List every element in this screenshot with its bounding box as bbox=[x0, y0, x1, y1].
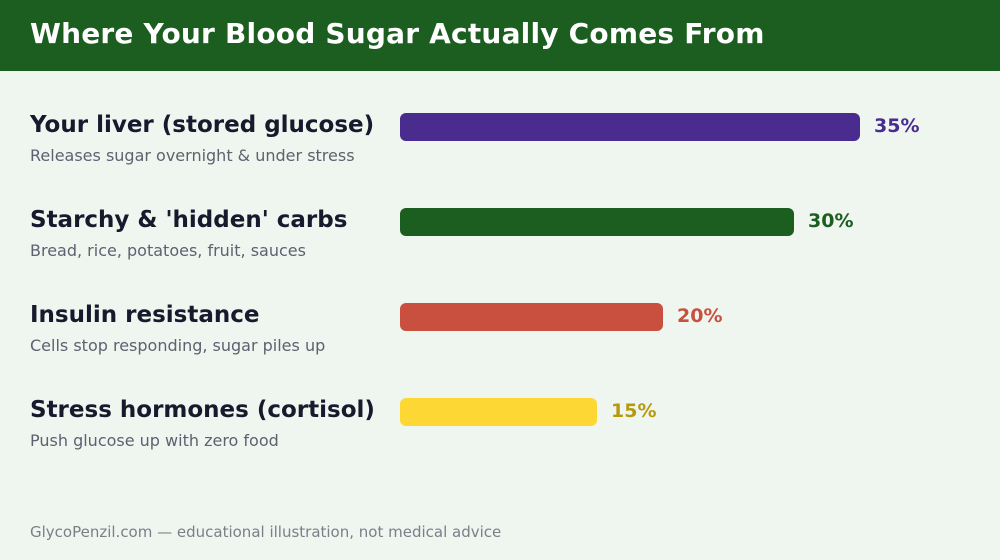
category-description: Push glucose up with zero food bbox=[30, 431, 279, 450]
chart-row: Starchy & 'hidden' carbs Bread, rice, pot… bbox=[0, 207, 1000, 287]
bar bbox=[400, 113, 860, 141]
category-description: Bread, rice, potatoes, fruit, sauces bbox=[30, 241, 306, 260]
chart-row: Insulin resistance Cells stop responding,… bbox=[0, 302, 1000, 382]
category-description: Cells stop responding, sugar piles up bbox=[30, 336, 326, 355]
chart-row: Stress hormones (cortisol) Push glucose u… bbox=[0, 397, 1000, 477]
chart-title: Where Your Blood Sugar Actually Comes Fr… bbox=[30, 17, 765, 50]
bar bbox=[400, 208, 794, 236]
header-banner: Where Your Blood Sugar Actually Comes Fr… bbox=[0, 0, 1000, 71]
category-label: Starchy & 'hidden' carbs bbox=[30, 207, 348, 233]
category-label: Your liver (stored glucose) bbox=[30, 112, 375, 138]
category-label: Stress hormones (cortisol) bbox=[30, 397, 375, 423]
chart-row: Your liver (stored glucose) Releases suga… bbox=[0, 112, 1000, 192]
category-description: Releases sugar overnight & under stress bbox=[30, 146, 355, 165]
value-label: 15% bbox=[611, 400, 657, 422]
value-label: 30% bbox=[808, 210, 854, 232]
category-label: Insulin resistance bbox=[30, 302, 260, 328]
value-label: 20% bbox=[677, 305, 723, 327]
value-label: 35% bbox=[874, 115, 920, 137]
footer-note: GlycoPenzil.com — educational illustrati… bbox=[30, 523, 502, 541]
bar bbox=[400, 398, 597, 426]
bar bbox=[400, 303, 663, 331]
